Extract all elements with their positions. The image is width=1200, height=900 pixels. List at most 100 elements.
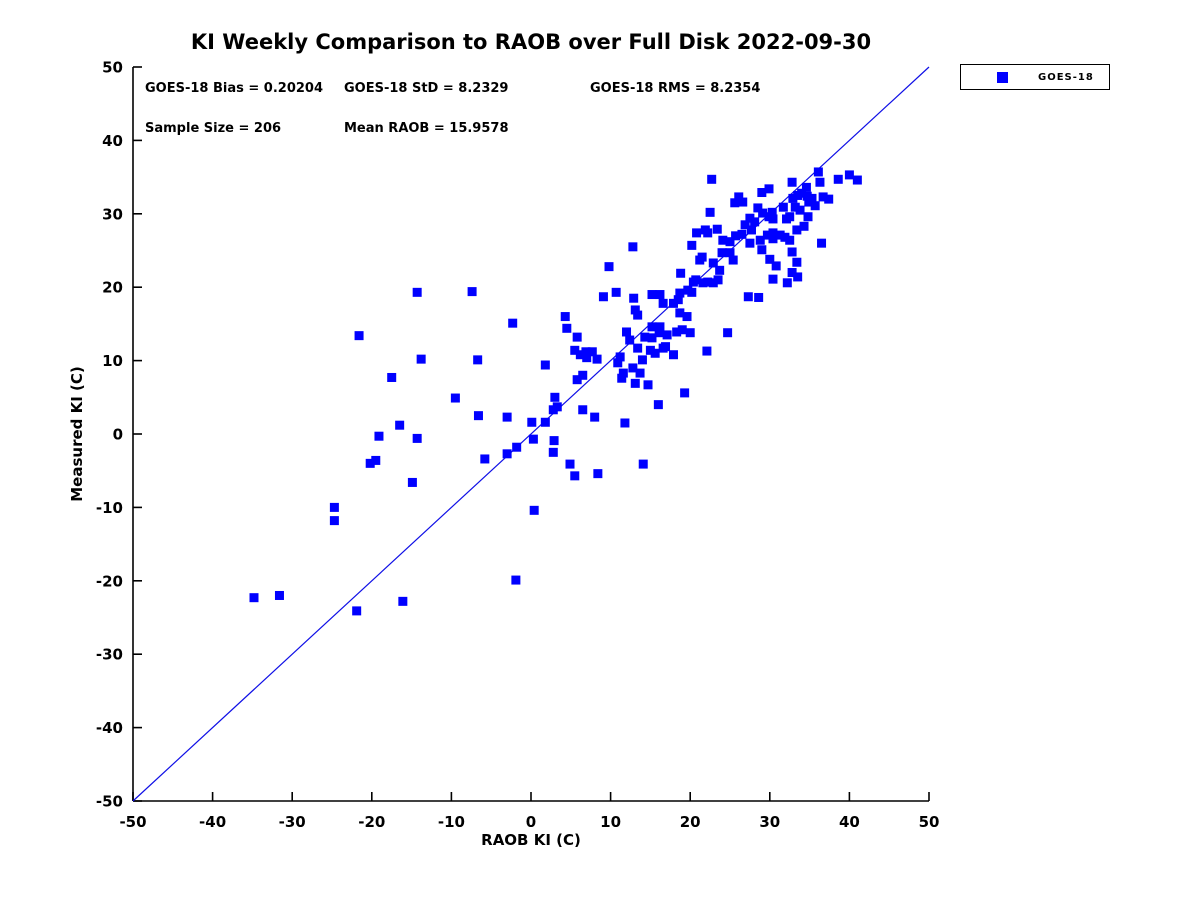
data-point	[598, 292, 608, 302]
data-point	[677, 325, 687, 335]
data-point	[708, 258, 718, 268]
data-point	[593, 469, 603, 479]
data-point	[799, 221, 809, 231]
x-tick-label: -30	[279, 813, 306, 831]
data-point	[613, 358, 623, 368]
data-point	[578, 370, 588, 380]
data-point	[762, 230, 772, 240]
data-point	[540, 360, 550, 370]
data-point	[695, 255, 705, 265]
data-point	[673, 295, 683, 305]
data-point	[852, 175, 862, 185]
data-point	[734, 192, 744, 202]
y-tick-label: -10	[96, 499, 123, 517]
data-point	[653, 400, 663, 410]
data-point	[617, 373, 627, 383]
data-point	[628, 363, 638, 373]
data-point	[473, 355, 483, 365]
data-point	[647, 290, 657, 300]
data-point	[688, 277, 698, 287]
data-point	[655, 290, 665, 300]
data-point	[746, 225, 756, 235]
data-point	[713, 275, 723, 285]
data-point	[712, 224, 722, 234]
data-point	[387, 372, 397, 382]
data-point	[725, 248, 735, 258]
data-point	[668, 298, 678, 308]
data-point	[833, 174, 843, 184]
data-point	[787, 268, 797, 278]
data-point	[633, 310, 643, 320]
data-point	[412, 433, 422, 443]
data-point	[550, 392, 560, 402]
data-point	[549, 436, 559, 446]
data-point	[771, 261, 781, 271]
data-point	[473, 411, 483, 421]
data-point	[768, 234, 778, 244]
data-point	[371, 455, 381, 465]
data-point	[611, 287, 621, 297]
legend: GOES-18	[960, 64, 1110, 90]
data-point	[685, 328, 695, 338]
data-point	[643, 380, 653, 390]
data-point	[637, 355, 647, 365]
data-point	[502, 449, 512, 459]
data-point	[572, 332, 582, 342]
data-point	[590, 412, 600, 422]
data-point	[572, 375, 582, 385]
data-point	[511, 575, 521, 585]
data-point	[792, 257, 802, 267]
data-point	[730, 198, 740, 208]
data-point	[398, 596, 408, 606]
data-point	[803, 212, 813, 222]
data-point	[622, 327, 632, 337]
data-point	[647, 333, 657, 343]
data-point	[587, 347, 597, 357]
data-point	[628, 242, 638, 252]
data-point	[329, 516, 339, 526]
data-point	[540, 417, 550, 427]
data-point	[745, 213, 755, 223]
data-point	[620, 418, 630, 428]
data-point	[635, 368, 645, 378]
y-tick-label: 30	[102, 205, 123, 223]
y-tick-label: 20	[102, 279, 123, 297]
data-point	[698, 278, 708, 288]
data-point	[768, 228, 778, 238]
data-point	[780, 232, 790, 242]
data-point	[570, 345, 580, 355]
data-point	[578, 405, 588, 415]
data-point	[575, 350, 585, 360]
data-point	[715, 265, 725, 275]
data-point	[757, 245, 767, 255]
x-axis-label: RAOB KI (C)	[481, 831, 581, 849]
x-tick-label: -10	[438, 813, 465, 831]
data-point	[661, 342, 671, 352]
data-point	[672, 327, 682, 337]
data-point	[787, 177, 797, 187]
data-point	[707, 174, 717, 184]
data-point	[630, 305, 640, 315]
data-point	[354, 331, 364, 341]
data-point	[565, 459, 575, 469]
data-point	[804, 197, 814, 207]
x-tick-label: 10	[600, 813, 621, 831]
data-point	[395, 420, 405, 430]
data-point	[682, 312, 692, 322]
data-point	[508, 318, 518, 328]
y-tick-label: 10	[102, 352, 123, 370]
data-point	[548, 447, 558, 457]
x-tick-label: -20	[358, 813, 385, 831]
data-point	[480, 454, 490, 464]
data-point	[630, 378, 640, 388]
data-point	[765, 254, 775, 264]
data-point	[658, 298, 668, 308]
stat-bias: GOES-18 Bias = 0.20204	[145, 81, 324, 96]
y-tick-label: -20	[96, 572, 123, 590]
data-point	[692, 228, 702, 238]
data-point	[570, 471, 580, 481]
data-point	[650, 348, 660, 358]
legend-label: GOES-18	[1038, 71, 1094, 83]
data-point	[655, 322, 665, 332]
